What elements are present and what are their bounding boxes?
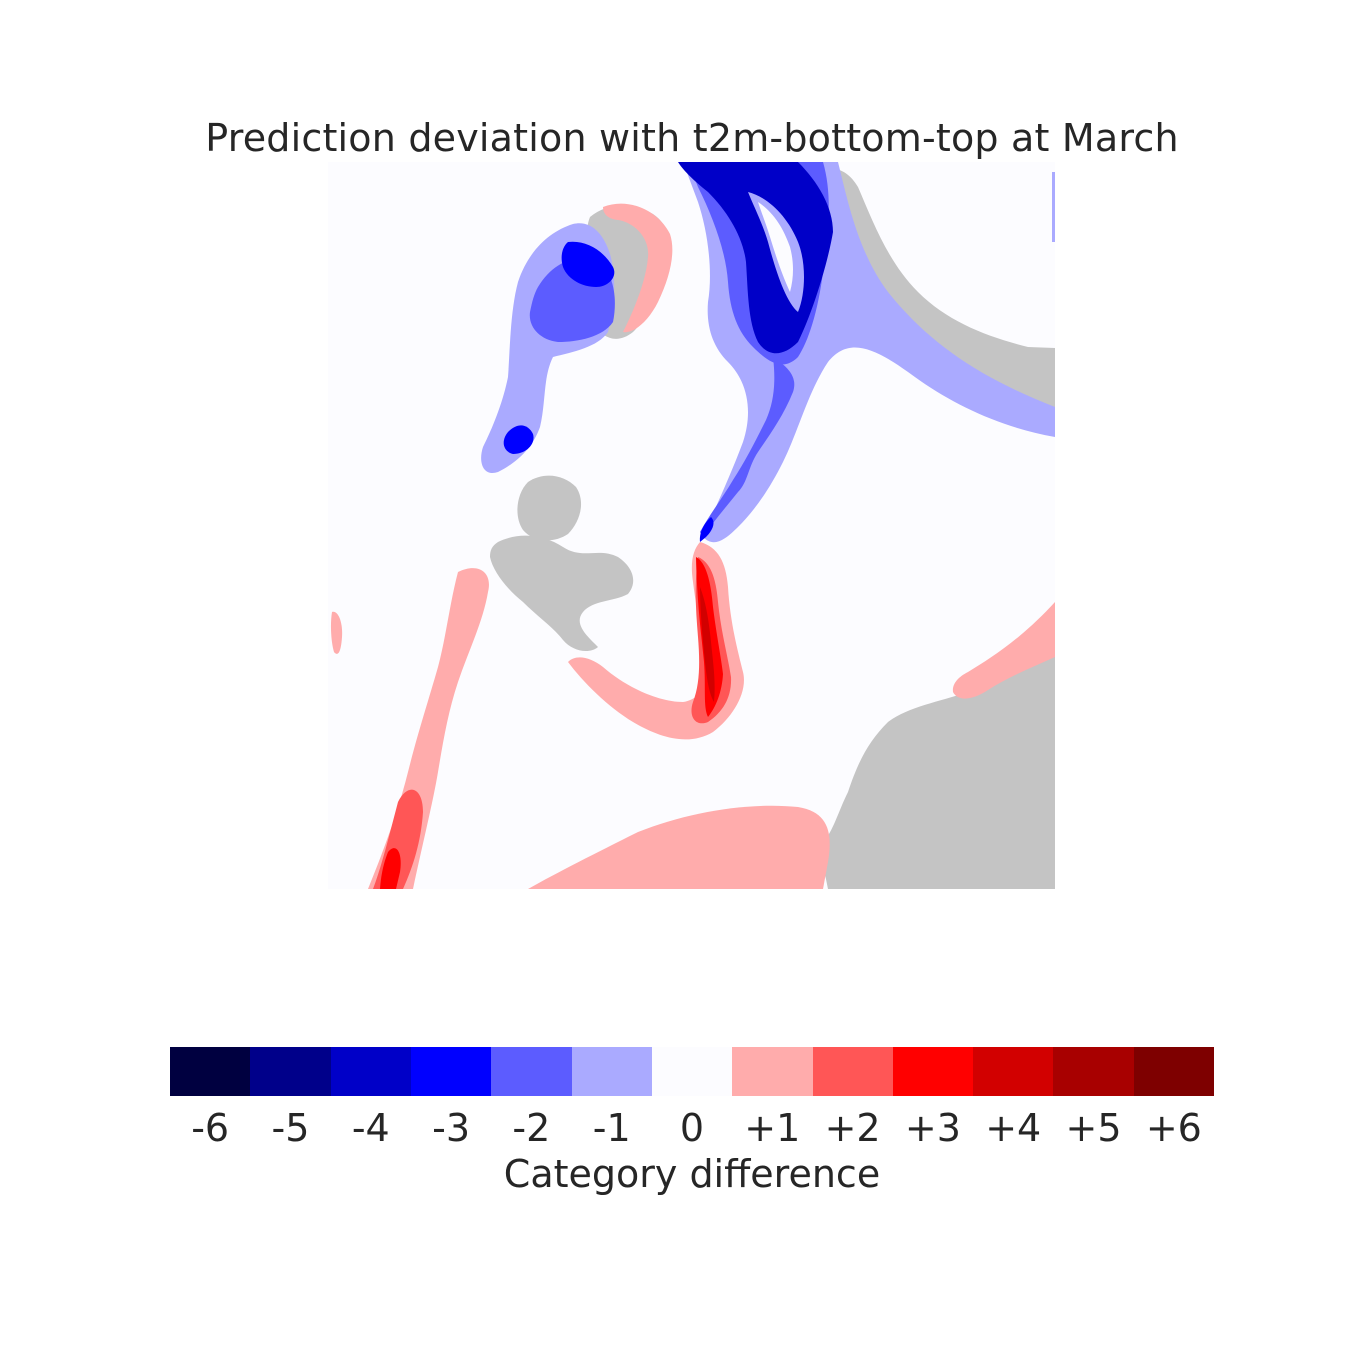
- colorbar-swatch: [1053, 1047, 1134, 1096]
- colorbar-ticks: -6 -5 -4 -3 -2 -1 0 +1 +2 +3 +4 +5 +6: [170, 1106, 1214, 1150]
- deviation-band-plus1-northwest: [603, 203, 673, 333]
- deviation-band-plus3-southwest: [380, 848, 401, 889]
- colorbar-swatch: [491, 1047, 572, 1096]
- colorbar-tick-label: 0: [679, 1106, 705, 1150]
- colorbar-swatch: [732, 1047, 813, 1096]
- deviation-patch-plus1-westedge: [330, 611, 343, 654]
- colorbar-swatch: [330, 1047, 411, 1096]
- colorbar: [170, 1047, 1215, 1096]
- deviation-band-plus1-northsea: [528, 805, 830, 889]
- land-southeast: [820, 652, 1055, 889]
- colorbar-swatch: [250, 1047, 331, 1096]
- deviation-band-minus1-topright: [1052, 172, 1055, 242]
- colorbar-swatch: [812, 1047, 893, 1096]
- colorbar-tick-label: -6: [191, 1106, 230, 1150]
- colorbar-tick-label: +4: [985, 1106, 1042, 1150]
- colorbar-tick-label: +5: [1065, 1106, 1122, 1150]
- colorbar-tick-label: -1: [592, 1106, 631, 1150]
- deviation-core-zero-northeast: [758, 202, 793, 292]
- colorbar-tick-label: +6: [1145, 1106, 1202, 1150]
- colorbar-swatch: [170, 1047, 251, 1096]
- deviation-band-minus3-westcoast: [503, 425, 534, 454]
- deviation-band-plus4-central: [700, 587, 715, 702]
- colorbar-tick-label: +2: [824, 1106, 881, 1150]
- land-central-south: [490, 535, 634, 652]
- colorbar-swatch: [1133, 1047, 1215, 1096]
- colorbar-swatch: [410, 1047, 492, 1096]
- colorbar-tick-label: +3: [904, 1106, 961, 1150]
- deviation-band-minus3-strait: [699, 517, 714, 542]
- colorbar-tick-label: +1: [744, 1106, 801, 1150]
- colorbar-swatch: [892, 1047, 974, 1096]
- colorbar-tick-label: -2: [512, 1106, 551, 1150]
- deviation-band-minus3-northwest: [561, 241, 615, 287]
- land-central: [517, 475, 582, 541]
- colorbar-label: Category difference: [503, 1152, 881, 1196]
- colorbar-tick-label: -4: [351, 1106, 390, 1150]
- deviation-band-plus1-skagerrak: [952, 602, 1055, 699]
- colorbar-swatch: [973, 1047, 1054, 1096]
- land-northeast: [816, 168, 1055, 414]
- colorbar-swatch: [571, 1047, 652, 1096]
- colorbar-tick-label: -5: [271, 1106, 310, 1150]
- map-title: Prediction deviation with t2m-bottom-top…: [205, 116, 1179, 160]
- deviation-map: [328, 162, 1055, 889]
- colorbar-tick-label: -3: [432, 1106, 470, 1150]
- colorbar-swatch: [651, 1047, 733, 1096]
